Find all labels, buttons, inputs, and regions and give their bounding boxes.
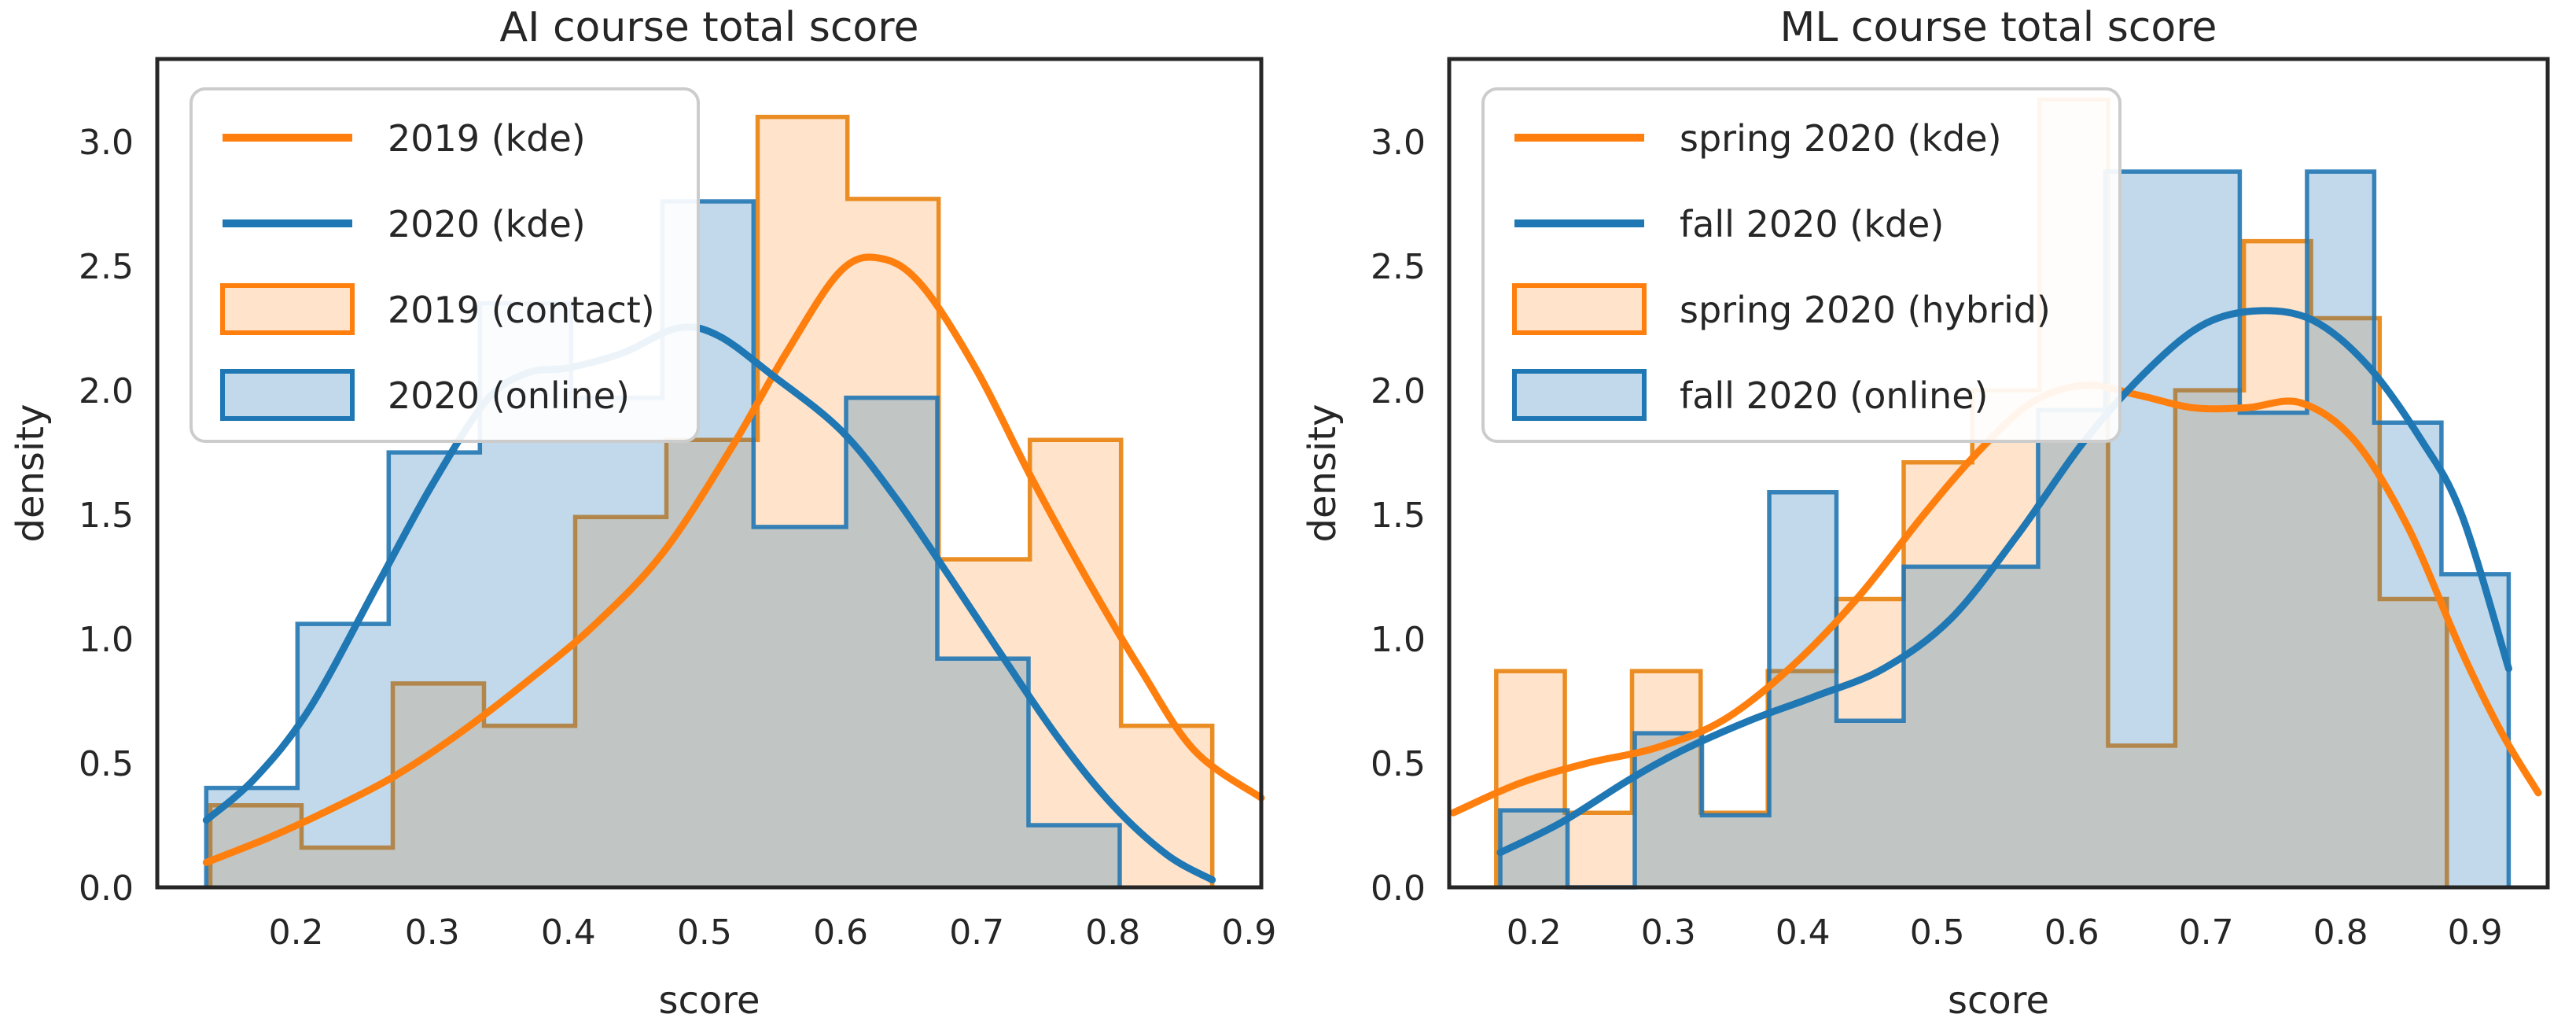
legend-box xyxy=(1481,87,2122,443)
x-tick-label: 0.6 xyxy=(2044,913,2099,953)
axes-spines xyxy=(1447,57,2550,890)
legend-item-label: 2019 (contact) xyxy=(388,289,655,331)
kde-blue-line xyxy=(1496,307,2512,857)
x-tick-label: 0.5 xyxy=(1910,913,1965,953)
legend-patch-swatch xyxy=(220,283,355,335)
x-tick-label: 0.8 xyxy=(2313,913,2368,953)
axes-spines xyxy=(155,57,1264,890)
legend-box xyxy=(190,87,700,443)
y-tick-label: 1.0 xyxy=(1371,620,1426,660)
hist-blue-fill xyxy=(206,201,1120,887)
y-axis-label: density xyxy=(9,404,53,543)
x-tick-label: 0.3 xyxy=(405,913,460,953)
legend-patch-swatch xyxy=(1512,369,1647,421)
x-tick-label: 0.2 xyxy=(269,913,324,953)
x-tick-label: 0.9 xyxy=(1221,913,1276,953)
x-tick-label: 0.7 xyxy=(949,913,1004,953)
legend-item-label: fall 2020 (online) xyxy=(1680,374,1988,417)
legend-patch-swatch xyxy=(220,369,355,421)
legend-item-label: spring 2020 (hybrid) xyxy=(1680,289,2051,331)
y-tick-label: 2.5 xyxy=(79,247,134,287)
x-tick-label: 0.5 xyxy=(677,913,732,953)
legend-item-label: 2020 (online) xyxy=(388,374,630,417)
hist-blue-outline xyxy=(1498,169,2512,890)
y-tick-label: 3.0 xyxy=(79,123,134,163)
y-tick-label: 2.0 xyxy=(79,371,134,411)
x-tick-label: 0.4 xyxy=(541,913,596,953)
y-tick-label: 1.5 xyxy=(1371,496,1426,536)
legend-patch-swatch xyxy=(1512,283,1647,335)
y-tick-label: 1.0 xyxy=(79,620,134,660)
hist-blue-fill xyxy=(1500,171,2509,888)
x-tick-label: 0.4 xyxy=(1776,913,1831,953)
x-tick-label: 0.8 xyxy=(1085,913,1140,953)
plot-title: AI course total score xyxy=(500,4,919,51)
x-tick-label: 0.9 xyxy=(2448,913,2503,953)
x-axis-label: score xyxy=(659,979,760,1023)
y-tick-label: 0.0 xyxy=(79,868,134,909)
x-tick-label: 0.3 xyxy=(1641,913,1696,953)
hist-orange-outline xyxy=(208,114,1215,887)
hist-orange-fill xyxy=(1496,99,2447,887)
right-plot: 0.2 0.3 0.4 0.5 0.6 0.7 0.8 0.9 0.0 0.5 1.0 1.5 2.0 2… xyxy=(1301,4,2550,1023)
legend-item-label: fall 2020 (kde) xyxy=(1680,203,1944,245)
legend: 2019 (kde) 2020 (kde) 2019 (contact) 2020 (… xyxy=(190,87,700,443)
y-tick-label: 3.0 xyxy=(1371,123,1426,163)
y-tick-label: 1.5 xyxy=(79,496,134,536)
legend: spring 2020 (kde) fall 2020 (kde) spring 2… xyxy=(1481,87,2122,443)
plot-title: ML course total score xyxy=(1780,4,2217,51)
y-axis-label: density xyxy=(1301,404,1345,543)
left-plot: 0.2 0.3 0.4 0.5 0.6 0.7 0.8 0.9 0.0 0.5 1.0 1.5 2.0 2… xyxy=(9,4,1276,1023)
x-axis-label: score xyxy=(1948,979,2049,1023)
kde-blue-line xyxy=(202,323,1216,883)
x-tick-label: 0.2 xyxy=(1507,913,1562,953)
y-tick-label: 0.5 xyxy=(1371,744,1426,784)
x-tick-label: 0.6 xyxy=(813,913,868,953)
x-tick-label: 0.7 xyxy=(2179,913,2234,953)
kde-orange-line xyxy=(202,253,1265,866)
y-tick-label: 2.0 xyxy=(1371,371,1426,411)
hist-orange-fill xyxy=(210,116,1213,888)
legend-item-label: 2020 (kde) xyxy=(388,203,586,245)
y-tick-label: 0.0 xyxy=(1371,868,1426,909)
legend-item-label: 2019 (kde) xyxy=(388,117,586,160)
y-tick-label: 2.5 xyxy=(1371,247,1426,287)
legend-item-label: spring 2020 (kde) xyxy=(1680,117,2002,160)
y-tick-label: 0.5 xyxy=(79,744,134,784)
